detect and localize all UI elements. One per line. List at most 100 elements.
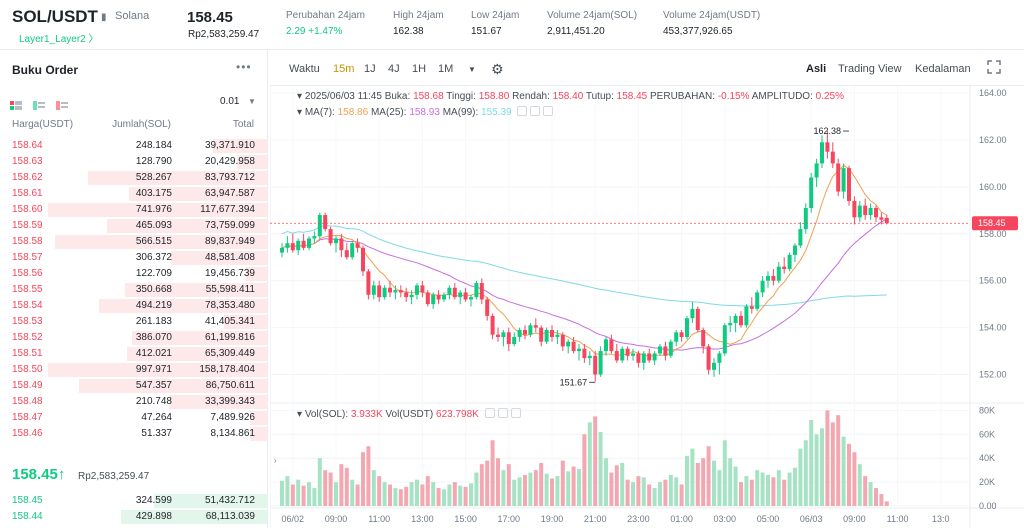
- volume-bar: [517, 477, 522, 506]
- ask-row[interactable]: 158.55 350.668 55,598.411: [0, 282, 268, 298]
- price-tick-label: 164.00: [979, 88, 1007, 98]
- order-book-last-price[interactable]: 158.45↑: [12, 466, 66, 483]
- candle-body: [857, 205, 862, 218]
- volume-bar: [782, 479, 787, 506]
- bids-view-icon[interactable]: [33, 97, 45, 110]
- depth-bar: [246, 267, 268, 281]
- candle-body: [420, 285, 425, 293]
- interval-1m[interactable]: 1M: [438, 63, 454, 75]
- ask-row[interactable]: 158.50 997.971 158,178.404: [0, 362, 268, 378]
- ask-row[interactable]: 158.54 494.219 78,353.480: [0, 298, 268, 314]
- candle-body: [539, 327, 544, 342]
- ask-row[interactable]: 158.64 248.184 39,371.910: [0, 138, 268, 154]
- ask-row[interactable]: 158.59 465.093 73,759.099: [0, 218, 268, 234]
- order-book-title: Buku Order: [12, 63, 79, 77]
- row-amount: 528.267: [135, 172, 172, 183]
- ask-row[interactable]: 158.61 403.175 63,947.587: [0, 186, 268, 202]
- row-amount: 547.357: [135, 380, 172, 391]
- ma7-value: 158.86: [337, 107, 369, 118]
- ohlc-collapse-icon[interactable]: ▾: [297, 91, 305, 102]
- depth-bar: [88, 171, 268, 185]
- ask-row[interactable]: 158.58 566.515 89,837.949: [0, 234, 268, 250]
- ma-settings-icon[interactable]: [517, 106, 528, 116]
- ask-row[interactable]: 158.57 306.372 48,581.408: [0, 250, 268, 266]
- row-price: 158.46: [12, 428, 43, 439]
- price-tick-label: 152.00: [979, 370, 1007, 380]
- volume-bar: [874, 488, 878, 506]
- candle-body: [328, 229, 333, 244]
- row-amount: 494.219: [135, 300, 172, 311]
- interval-1j[interactable]: 1J: [364, 63, 376, 75]
- ask-row[interactable]: 158.63 128.790 20,429.958: [0, 154, 268, 170]
- candle-body: [323, 215, 328, 230]
- candle-body: [744, 306, 749, 326]
- precision-select[interactable]: 0.01: [220, 96, 240, 107]
- ask-row[interactable]: 158.47 47.264 7,489.926: [0, 410, 268, 426]
- volume-bar: [636, 476, 641, 506]
- fullscreen-icon[interactable]: [987, 60, 1001, 77]
- volume-bar: [393, 488, 398, 506]
- more-icon[interactable]: •••: [236, 60, 252, 74]
- volume-bar: [604, 458, 608, 506]
- open-label: Buka:: [384, 91, 411, 102]
- ask-row[interactable]: 158.62 528.267 83,793.712: [0, 170, 268, 186]
- interval-15m[interactable]: 15m: [333, 63, 355, 75]
- vol-close-icon[interactable]: [510, 408, 521, 418]
- row-price: 158.47: [12, 412, 43, 423]
- row-total: 78,353.480: [204, 300, 255, 311]
- ask-row[interactable]: 158.56 122.709 19,456.739: [0, 266, 268, 282]
- coin-info-icon[interactable]: ▮: [101, 12, 107, 23]
- ask-row[interactable]: 158.46 51.337 8,134.861: [0, 426, 268, 442]
- settings-gear-icon[interactable]: ⚙: [491, 61, 504, 77]
- time-label[interactable]: Waktu: [289, 63, 320, 75]
- volume-bar: [533, 470, 538, 506]
- ma-collapse-icon[interactable]: ▾: [297, 107, 305, 118]
- view-kedalaman[interactable]: Kedalaman: [915, 63, 971, 75]
- ask-row[interactable]: 158.48 210.748 33,399.343: [0, 394, 268, 410]
- bid-row[interactable]: 158.44 429.898 68,113.039: [0, 509, 268, 525]
- interval-4j[interactable]: 4J: [388, 63, 400, 75]
- volume-bar: [836, 415, 841, 506]
- category-tag[interactable]: Layer1_Layer2 〉: [19, 34, 99, 45]
- price-chart[interactable]: 164.00 162.00 160.00 158.00 156.00 154.00 152.…: [270, 86, 1024, 528]
- ma-hide-icon[interactable]: [530, 106, 541, 116]
- volume-bar: [404, 486, 409, 506]
- interval-1h[interactable]: 1H: [412, 63, 427, 75]
- vol-collapse-icon[interactable]: ▾: [297, 409, 305, 420]
- candle-body: [793, 245, 797, 255]
- time-tick-label: 06/02: [282, 514, 305, 524]
- row-total: 51,432.712: [204, 495, 255, 506]
- interval-dropdown-icon[interactable]: ▼: [468, 65, 476, 74]
- ask-row[interactable]: 158.52 386.070 61,199.816: [0, 330, 268, 346]
- view-trading-view[interactable]: Trading View: [838, 63, 902, 75]
- chevron-down-icon[interactable]: ▼: [248, 97, 256, 106]
- candle-body: [820, 142, 824, 164]
- volume-bar: [674, 477, 679, 506]
- vol-settings-icon[interactable]: [484, 408, 495, 418]
- bid-row[interactable]: 158.45 324.599 51,432.712: [0, 493, 268, 509]
- asks-view-icon[interactable]: [56, 97, 68, 110]
- candle-body: [604, 339, 608, 352]
- volume-bar: [301, 485, 306, 506]
- vol-hide-icon[interactable]: [497, 408, 508, 418]
- row-amount: 248.184: [135, 140, 172, 151]
- ask-row[interactable]: 158.60 741.976 117,677.394: [0, 202, 268, 218]
- candle-body: [641, 353, 646, 363]
- ask-row[interactable]: 158.53 261.183 41,405.341: [0, 314, 268, 330]
- candle-body: [544, 329, 549, 342]
- volume-tick-label: 60K: [979, 429, 995, 439]
- view-asli[interactable]: Asli: [806, 63, 827, 75]
- both-sides-view-icon[interactable]: [10, 97, 22, 110]
- ask-row[interactable]: 158.51 412.021 65,309.449: [0, 346, 268, 362]
- order-book: Buku Order ••• 0.01 ▼ Harga(USDT) Jumlah…: [0, 50, 268, 528]
- ma-close-icon[interactable]: [543, 106, 554, 116]
- depth-bar: [250, 427, 268, 441]
- ask-row[interactable]: 158.49 547.357 86,750.611: [0, 378, 268, 394]
- depth-bar: [107, 219, 268, 233]
- col-header-price: Harga(USDT): [12, 119, 74, 130]
- volume-bar: [544, 473, 549, 506]
- low-label: Rendah:: [512, 91, 550, 102]
- pair-title[interactable]: SOL/USDT: [12, 7, 98, 26]
- time-tick-label: 01:00: [670, 514, 693, 524]
- high-value: 158.80: [478, 91, 510, 102]
